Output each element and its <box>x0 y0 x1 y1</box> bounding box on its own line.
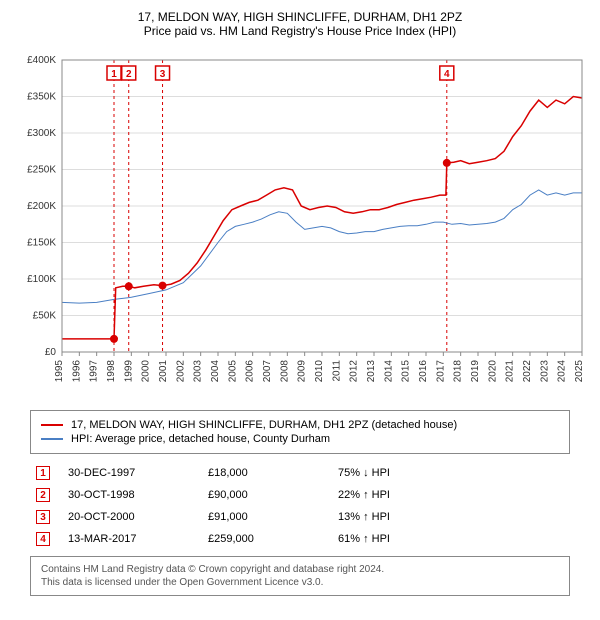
svg-text:1: 1 <box>111 69 117 80</box>
legend-item: 17, MELDON WAY, HIGH SHINCLIFFE, DURHAM,… <box>41 419 559 431</box>
svg-text:2025: 2025 <box>574 360 585 383</box>
svg-text:£0: £0 <box>45 347 57 358</box>
tx-date: 20-OCT-2000 <box>68 511 208 523</box>
table-row: 4 13-MAR-2017 £259,000 61% ↑ HPI <box>30 528 570 550</box>
svg-text:£150K: £150K <box>27 238 56 249</box>
footnote-text: Contains HM Land Registry data © Crown c… <box>41 563 559 576</box>
price-chart-svg: £0 £50K £100K £150K £200K £250K £300K £350K £400… <box>12 44 588 404</box>
svg-text:2014: 2014 <box>383 360 394 383</box>
transaction-table: 1 30-DEC-1997 £18,000 75% ↓ HPI 2 30-OCT… <box>30 462 570 550</box>
tx-price: £90,000 <box>208 489 338 501</box>
svg-text:4: 4 <box>444 69 450 80</box>
svg-text:1996: 1996 <box>71 360 82 383</box>
svg-text:2003: 2003 <box>193 360 204 383</box>
svg-text:£200K: £200K <box>27 201 56 212</box>
legend-box: 17, MELDON WAY, HIGH SHINCLIFFE, DURHAM,… <box>30 410 570 454</box>
chart-title-line1: 17, MELDON WAY, HIGH SHINCLIFFE, DURHAM,… <box>12 10 588 24</box>
tx-marker-icon: 4 <box>36 532 50 546</box>
svg-text:2012: 2012 <box>349 360 360 383</box>
tx-hpi-diff: 13% ↑ HPI <box>338 511 458 523</box>
svg-text:2015: 2015 <box>401 360 412 383</box>
tx-marker-icon: 1 <box>36 466 50 480</box>
tx-price: £259,000 <box>208 533 338 545</box>
svg-text:2005: 2005 <box>227 360 238 383</box>
svg-text:2013: 2013 <box>366 360 377 383</box>
svg-text:2008: 2008 <box>279 360 290 383</box>
svg-text:1997: 1997 <box>89 360 100 383</box>
svg-text:2001: 2001 <box>158 360 169 383</box>
svg-text:2006: 2006 <box>245 360 256 383</box>
svg-text:2000: 2000 <box>141 360 152 383</box>
legend-label: 17, MELDON WAY, HIGH SHINCLIFFE, DURHAM,… <box>71 419 457 431</box>
svg-text:£300K: £300K <box>27 128 56 139</box>
svg-text:1998: 1998 <box>106 360 117 383</box>
tx-marker-icon: 2 <box>36 488 50 502</box>
legend-swatch <box>41 438 63 440</box>
svg-text:£50K: £50K <box>33 311 57 322</box>
svg-text:2018: 2018 <box>453 360 464 383</box>
table-row: 2 30-OCT-1998 £90,000 22% ↑ HPI <box>30 484 570 506</box>
svg-text:£100K: £100K <box>27 274 56 285</box>
tx-date: 30-DEC-1997 <box>68 467 208 479</box>
svg-text:1995: 1995 <box>54 360 65 383</box>
tx-hpi-diff: 61% ↑ HPI <box>338 533 458 545</box>
svg-text:2022: 2022 <box>522 360 533 383</box>
svg-text:£400K: £400K <box>27 55 56 66</box>
chart-title-line2: Price paid vs. HM Land Registry's House … <box>12 24 588 38</box>
legend-label: HPI: Average price, detached house, Coun… <box>71 433 330 445</box>
svg-text:2007: 2007 <box>262 360 273 383</box>
svg-text:2: 2 <box>126 69 132 80</box>
svg-text:£350K: £350K <box>27 92 56 103</box>
tx-hpi-diff: 75% ↓ HPI <box>338 467 458 479</box>
table-row: 1 30-DEC-1997 £18,000 75% ↓ HPI <box>30 462 570 484</box>
chart-area: £0 £50K £100K £150K £200K £250K £300K £350K £400… <box>12 44 588 404</box>
svg-text:2017: 2017 <box>435 360 446 383</box>
svg-text:2024: 2024 <box>557 360 568 383</box>
footnote-text: This data is licensed under the Open Gov… <box>41 576 559 589</box>
svg-text:2010: 2010 <box>314 360 325 383</box>
footnote-box: Contains HM Land Registry data © Crown c… <box>30 556 570 596</box>
tx-marker-icon: 3 <box>36 510 50 524</box>
legend-item: HPI: Average price, detached house, Coun… <box>41 433 559 445</box>
tx-date: 13-MAR-2017 <box>68 533 208 545</box>
svg-text:£250K: £250K <box>27 165 56 176</box>
svg-text:2023: 2023 <box>539 360 550 383</box>
svg-text:3: 3 <box>160 69 166 80</box>
svg-text:2011: 2011 <box>331 360 342 382</box>
svg-text:2004: 2004 <box>210 360 221 383</box>
svg-text:2021: 2021 <box>505 360 516 383</box>
svg-text:2009: 2009 <box>297 360 308 383</box>
tx-hpi-diff: 22% ↑ HPI <box>338 489 458 501</box>
svg-text:2016: 2016 <box>418 360 429 383</box>
svg-text:2002: 2002 <box>175 360 186 383</box>
page-container: 17, MELDON WAY, HIGH SHINCLIFFE, DURHAM,… <box>0 0 600 620</box>
tx-price: £18,000 <box>208 467 338 479</box>
tx-price: £91,000 <box>208 511 338 523</box>
table-row: 3 20-OCT-2000 £91,000 13% ↑ HPI <box>30 506 570 528</box>
svg-text:1999: 1999 <box>123 360 134 383</box>
legend-swatch <box>41 424 63 426</box>
tx-date: 30-OCT-1998 <box>68 489 208 501</box>
svg-text:2019: 2019 <box>470 360 481 383</box>
svg-text:2020: 2020 <box>487 360 498 383</box>
